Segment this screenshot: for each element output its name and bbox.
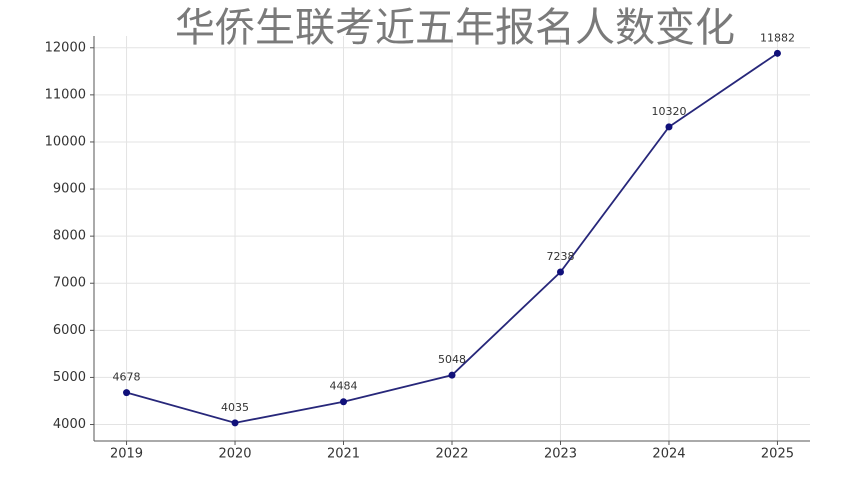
data-point [231, 419, 239, 427]
y-tick-label: 5000 [53, 370, 86, 385]
x-tick-label: 2025 [761, 447, 794, 462]
data-label: 4035 [221, 401, 249, 414]
data-point [773, 49, 781, 57]
data-point [340, 398, 348, 406]
y-tick-label: 9000 [53, 182, 86, 197]
data-point [556, 268, 564, 276]
data-point [448, 371, 456, 379]
y-tick-label: 4000 [53, 417, 86, 432]
y-tick-label: 8000 [53, 229, 86, 244]
x-tick-label: 2020 [218, 447, 251, 462]
data-label: 4484 [330, 380, 358, 393]
x-tick-label: 2021 [327, 447, 360, 462]
y-tick-label: 11000 [45, 87, 86, 102]
x-tick-label: 2024 [652, 447, 685, 462]
y-tick-label: 6000 [53, 323, 86, 338]
data-label: 5048 [438, 353, 466, 366]
data-label: 4678 [113, 371, 141, 384]
chart-title: 华侨生联考近五年报名人数变化 [175, 5, 735, 51]
x-tick-label: 2022 [435, 447, 468, 462]
y-tick-label: 12000 [45, 40, 86, 55]
data-label: 11882 [760, 31, 795, 44]
x-tick-label: 2019 [110, 447, 143, 462]
y-tick-label: 7000 [53, 276, 86, 291]
y-tick-label: 10000 [45, 134, 86, 149]
data-label: 7238 [546, 250, 574, 263]
data-point [123, 389, 131, 397]
data-point [665, 123, 673, 131]
data-label: 10320 [651, 105, 686, 118]
x-tick-label: 2023 [544, 447, 577, 462]
